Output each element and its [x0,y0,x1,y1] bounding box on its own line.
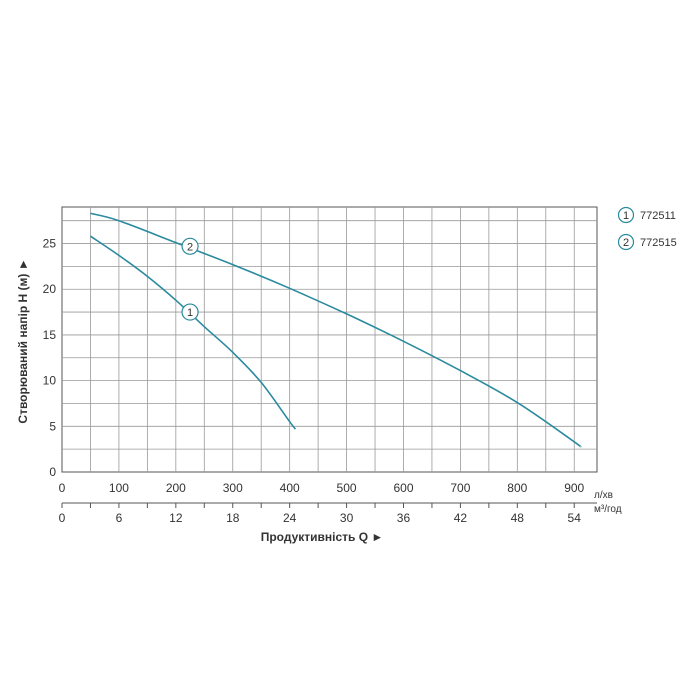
plot-frame [61,206,598,473]
axes: 0 5 10 15 20 25 0 100 200 300 400 500 600 700 800 900 0 6… [43,237,597,525]
curve-marker-circle [181,303,199,321]
y-tick-label: 15 [43,328,57,342]
x-tick-label-secondary: 12 [169,511,183,525]
legend-marker-label: 1 [623,210,629,222]
x-tick-label-primary: 700 [450,481,470,495]
x-tick-label-primary: 800 [507,481,527,495]
y-tick-label: 20 [43,282,57,296]
curve-marker-circle [181,237,199,255]
legend-entry-name: 772515 [640,237,677,249]
x-unit-secondary: м³/год [594,504,622,515]
x-tick-label-primary: 100 [109,481,129,495]
y-axis-title: Створюваний напір H (м) ► [16,258,30,423]
y-tick-label: 25 [43,237,57,251]
x-tick-label-secondary: 36 [397,511,411,525]
y-tick-label: 0 [49,465,56,479]
curve-marker-label: 1 [187,307,193,319]
x-tick-label-secondary: 48 [511,511,525,525]
series-lines [90,212,582,448]
series-line-1 [90,235,297,430]
legend-marker-circle [617,206,635,224]
y-tick-label: 5 [49,419,56,433]
x-axis-title: Продуктивність Q ► [261,530,384,544]
curve-marker-label: 2 [187,241,193,253]
x-unit-primary: л/хв [594,490,613,501]
x-tick-label-secondary: 6 [116,511,123,525]
x-tick-label-primary: 900 [564,481,584,495]
x-tick-label-primary: 0 [59,481,66,495]
legend-marker-label: 2 [623,237,629,249]
x-tick-label-primary: 300 [223,481,243,495]
x-tick-label-primary: 600 [393,481,413,495]
x-tick-label-primary: 200 [166,481,186,495]
x-tick-label-secondary: 18 [226,511,240,525]
curve-markers: 12 [181,237,199,321]
series-line-2 [90,212,582,448]
grid [61,206,598,473]
x-tick-label-primary: 500 [337,481,357,495]
legend-marker-circle [617,233,635,251]
y-tick-label: 10 [43,374,57,388]
x-tick-label-secondary: 42 [454,511,468,525]
x-tick-label-secondary: 54 [568,511,582,525]
x-tick-label-secondary: 24 [283,511,297,525]
legend-entry-name: 772511 [640,210,676,222]
x-tick-label-secondary: 0 [59,511,66,525]
x-tick-label-secondary: 30 [340,511,354,525]
legend: 1 772511 2 772515 [617,206,677,251]
x-tick-label-primary: 400 [280,481,300,495]
